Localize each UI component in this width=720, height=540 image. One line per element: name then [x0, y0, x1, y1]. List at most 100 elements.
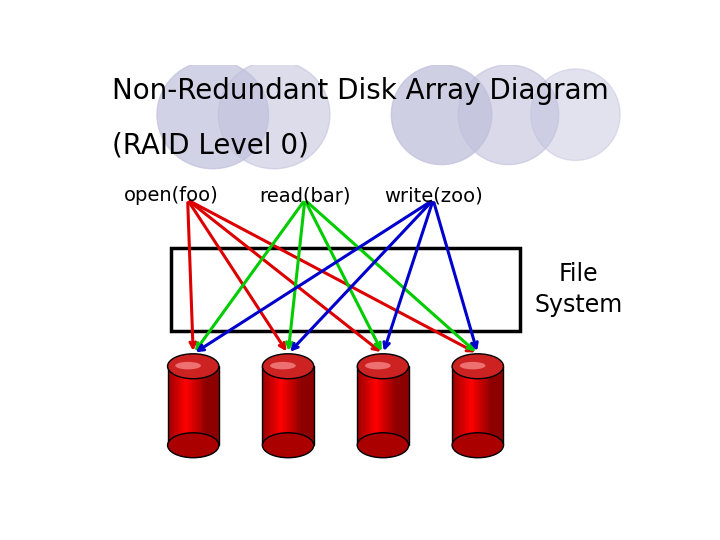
Ellipse shape	[458, 65, 559, 165]
Bar	[370, 366, 372, 445]
Bar	[307, 366, 309, 445]
Bar	[194, 366, 196, 445]
Bar	[301, 366, 302, 445]
Ellipse shape	[392, 65, 492, 165]
Bar	[210, 366, 211, 445]
Bar	[202, 366, 204, 445]
Ellipse shape	[357, 433, 409, 458]
Bar	[492, 366, 493, 445]
Text: read(bar): read(bar)	[259, 186, 351, 205]
Ellipse shape	[218, 60, 330, 168]
Bar	[490, 366, 492, 445]
Ellipse shape	[452, 433, 503, 458]
Bar	[310, 366, 311, 445]
Text: open(foo): open(foo)	[124, 186, 218, 205]
Bar	[456, 366, 457, 445]
Bar	[183, 366, 184, 445]
Bar	[459, 366, 460, 445]
Bar	[374, 366, 375, 445]
Bar	[367, 366, 369, 445]
Bar	[475, 366, 477, 445]
Bar	[199, 366, 201, 445]
Bar	[469, 366, 470, 445]
Bar	[204, 366, 206, 445]
Bar	[361, 366, 362, 445]
Bar	[502, 366, 503, 445]
Bar	[298, 366, 300, 445]
Bar	[483, 366, 485, 445]
Bar	[279, 366, 280, 445]
Bar	[403, 366, 405, 445]
Bar	[465, 366, 467, 445]
Bar	[197, 366, 199, 445]
Bar	[495, 366, 496, 445]
Bar	[470, 366, 472, 445]
Bar	[291, 366, 292, 445]
Bar	[408, 366, 409, 445]
Bar	[383, 366, 384, 445]
Bar	[369, 366, 370, 445]
Bar	[214, 366, 215, 445]
Bar	[266, 366, 268, 445]
Bar	[289, 366, 291, 445]
Ellipse shape	[157, 60, 269, 168]
Bar	[312, 366, 314, 445]
Bar	[387, 366, 388, 445]
Bar	[366, 366, 367, 445]
Ellipse shape	[262, 433, 314, 458]
Bar	[176, 366, 178, 445]
Bar	[464, 366, 465, 445]
Bar	[300, 366, 301, 445]
Bar	[280, 366, 282, 445]
Ellipse shape	[460, 362, 485, 369]
Bar	[309, 366, 310, 445]
Bar	[192, 366, 193, 445]
Text: write(zoo): write(zoo)	[384, 186, 482, 205]
Bar	[296, 366, 297, 445]
Bar	[455, 366, 456, 445]
Bar	[391, 366, 392, 445]
Bar	[392, 366, 393, 445]
Bar	[188, 366, 189, 445]
Bar	[262, 366, 264, 445]
Bar	[373, 366, 374, 445]
Bar	[271, 366, 273, 445]
Bar	[395, 366, 396, 445]
Text: (RAID Level 0): (RAID Level 0)	[112, 131, 309, 159]
Bar	[474, 366, 475, 445]
Bar	[496, 366, 497, 445]
Bar	[302, 366, 304, 445]
Bar	[461, 366, 462, 445]
Bar	[189, 366, 191, 445]
Bar	[397, 366, 398, 445]
Bar	[269, 366, 270, 445]
Bar	[497, 366, 498, 445]
Bar	[390, 366, 391, 445]
Bar	[380, 366, 382, 445]
Bar	[171, 248, 520, 331]
Bar	[452, 366, 454, 445]
Bar	[264, 366, 265, 445]
Bar	[375, 366, 377, 445]
Bar	[493, 366, 495, 445]
Ellipse shape	[175, 362, 201, 369]
Bar	[306, 366, 307, 445]
Bar	[186, 366, 188, 445]
Bar	[209, 366, 210, 445]
Bar	[212, 366, 214, 445]
Bar	[359, 366, 360, 445]
Bar	[297, 366, 298, 445]
Bar	[173, 366, 174, 445]
Bar	[294, 366, 296, 445]
Ellipse shape	[452, 354, 503, 379]
Bar	[467, 366, 469, 445]
Bar	[364, 366, 365, 445]
Bar	[488, 366, 490, 445]
Bar	[357, 366, 359, 445]
Bar	[479, 366, 480, 445]
Ellipse shape	[531, 69, 620, 160]
Bar	[360, 366, 361, 445]
Bar	[169, 366, 170, 445]
Bar	[215, 366, 216, 445]
Bar	[485, 366, 487, 445]
